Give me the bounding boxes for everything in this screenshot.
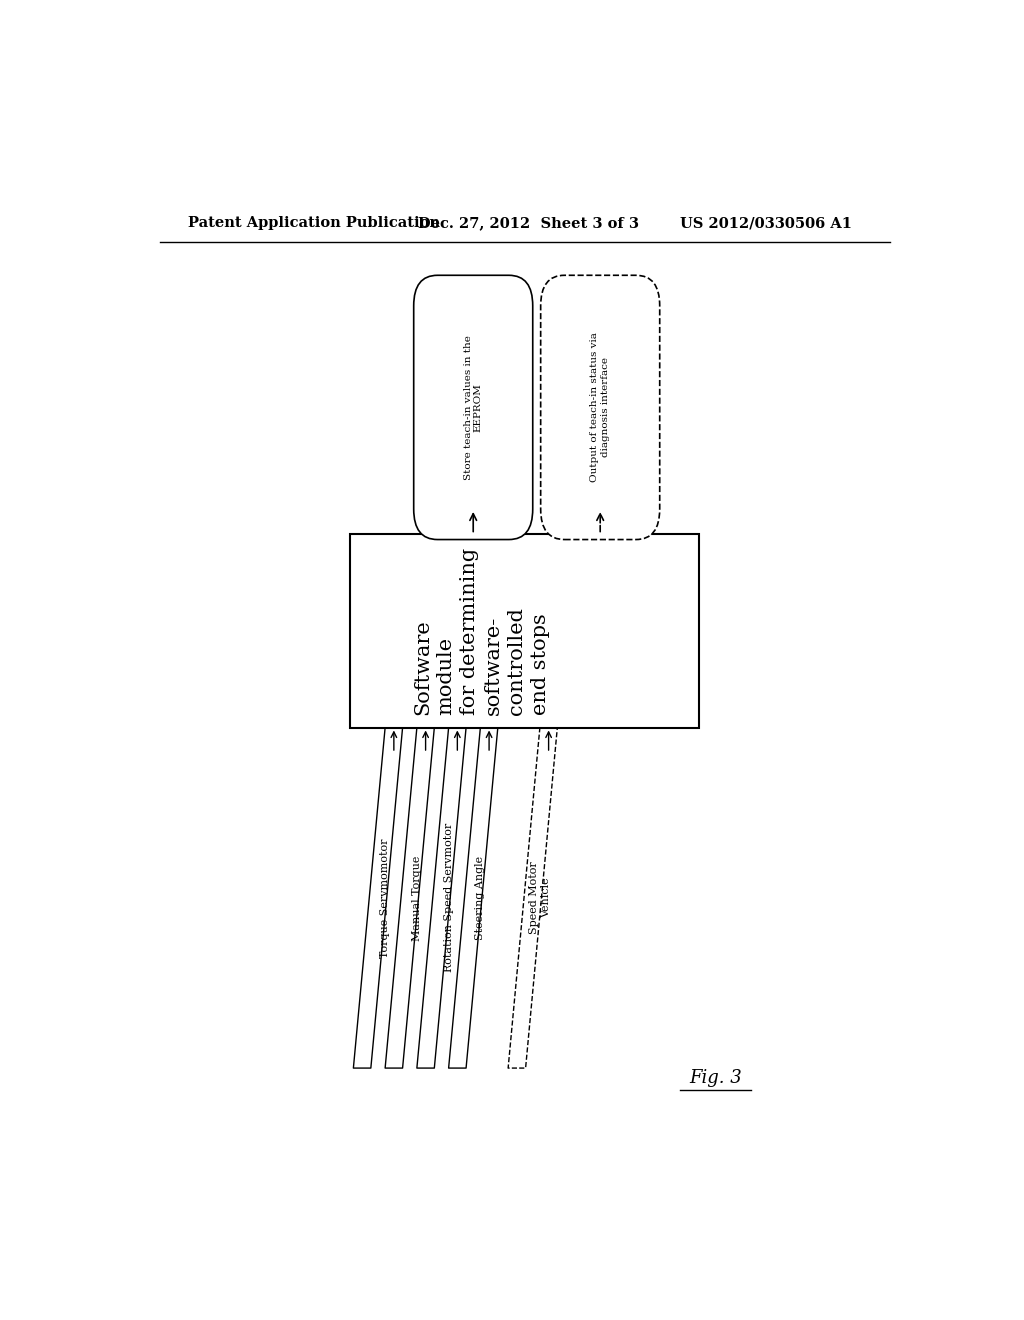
Text: Dec. 27, 2012  Sheet 3 of 3: Dec. 27, 2012 Sheet 3 of 3 bbox=[418, 216, 639, 231]
Text: Patent Application Publication: Patent Application Publication bbox=[187, 216, 439, 231]
FancyBboxPatch shape bbox=[414, 276, 532, 540]
Bar bbox=[350, 535, 699, 727]
Text: Fig. 3: Fig. 3 bbox=[689, 1069, 741, 1088]
Text: Store teach-in values in the
EEPROM: Store teach-in values in the EEPROM bbox=[464, 335, 483, 480]
Text: Torque Servmomotor: Torque Servmomotor bbox=[380, 838, 390, 957]
Text: Speed Motor
Vehicle: Speed Motor Vehicle bbox=[529, 862, 551, 935]
Text: Rotation Speed Servmotor: Rotation Speed Servmotor bbox=[443, 824, 454, 973]
Text: Output of teach-in status via
diagnosis interface: Output of teach-in status via diagnosis … bbox=[591, 333, 610, 482]
Text: Manual Torque: Manual Torque bbox=[412, 855, 422, 941]
FancyBboxPatch shape bbox=[541, 276, 659, 540]
Text: Software
module
for determining
software-
controlled
end stops: Software module for determining software… bbox=[413, 548, 550, 714]
Text: US 2012/0330506 A1: US 2012/0330506 A1 bbox=[680, 216, 852, 231]
Text: Steering Angle: Steering Angle bbox=[475, 855, 485, 940]
